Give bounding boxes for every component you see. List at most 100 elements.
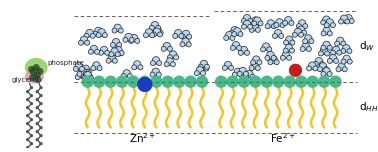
Circle shape: [313, 66, 318, 71]
Circle shape: [157, 61, 162, 66]
Circle shape: [80, 36, 88, 44]
Circle shape: [215, 76, 227, 88]
Circle shape: [238, 50, 243, 55]
Circle shape: [27, 139, 29, 141]
Circle shape: [239, 67, 246, 75]
Circle shape: [307, 47, 311, 52]
Circle shape: [298, 20, 306, 27]
Circle shape: [35, 77, 41, 83]
Circle shape: [274, 23, 279, 28]
Circle shape: [99, 31, 104, 36]
Circle shape: [129, 37, 134, 42]
Circle shape: [109, 52, 114, 57]
Circle shape: [284, 40, 289, 45]
Circle shape: [342, 67, 347, 72]
Circle shape: [327, 45, 332, 50]
Circle shape: [200, 60, 208, 68]
Circle shape: [296, 24, 301, 29]
Circle shape: [29, 75, 36, 81]
Circle shape: [245, 50, 249, 55]
Circle shape: [145, 29, 153, 36]
Circle shape: [226, 31, 233, 39]
Circle shape: [77, 71, 85, 78]
Circle shape: [117, 42, 122, 47]
Circle shape: [204, 64, 209, 69]
Circle shape: [326, 19, 334, 26]
Circle shape: [194, 71, 199, 76]
Circle shape: [246, 70, 253, 78]
Circle shape: [280, 23, 285, 28]
Circle shape: [267, 51, 274, 59]
Circle shape: [84, 33, 89, 38]
Circle shape: [338, 63, 345, 70]
Circle shape: [85, 40, 90, 45]
Circle shape: [150, 61, 155, 66]
Circle shape: [231, 26, 239, 34]
Circle shape: [267, 47, 272, 52]
Circle shape: [179, 33, 184, 38]
Circle shape: [27, 91, 29, 93]
Circle shape: [232, 41, 240, 49]
Circle shape: [158, 32, 163, 37]
Circle shape: [289, 21, 294, 26]
Circle shape: [343, 19, 348, 24]
Circle shape: [302, 42, 310, 50]
Circle shape: [305, 35, 312, 42]
Circle shape: [324, 67, 328, 72]
Circle shape: [307, 76, 319, 88]
Circle shape: [143, 33, 149, 38]
Circle shape: [204, 66, 209, 71]
Circle shape: [77, 71, 82, 76]
Circle shape: [320, 47, 328, 55]
Circle shape: [297, 26, 305, 34]
Circle shape: [40, 151, 42, 152]
Circle shape: [31, 103, 33, 105]
Circle shape: [248, 24, 253, 29]
Circle shape: [115, 52, 120, 57]
Circle shape: [222, 65, 228, 70]
Circle shape: [226, 76, 239, 88]
Circle shape: [173, 33, 178, 38]
Circle shape: [339, 19, 344, 24]
Circle shape: [182, 38, 189, 45]
Circle shape: [198, 66, 203, 71]
Circle shape: [280, 55, 285, 60]
Circle shape: [285, 36, 293, 43]
Circle shape: [40, 103, 42, 105]
Circle shape: [138, 77, 152, 92]
Circle shape: [251, 23, 259, 31]
Circle shape: [238, 32, 243, 37]
Circle shape: [224, 61, 232, 69]
Circle shape: [294, 28, 302, 36]
Circle shape: [238, 76, 250, 88]
Circle shape: [31, 111, 33, 113]
Text: d$_W$: d$_W$: [359, 40, 375, 53]
Circle shape: [102, 33, 107, 38]
Circle shape: [289, 64, 302, 76]
Circle shape: [40, 111, 42, 113]
Circle shape: [240, 46, 248, 54]
Circle shape: [94, 27, 102, 35]
Circle shape: [331, 50, 336, 55]
Circle shape: [343, 55, 350, 63]
Circle shape: [230, 45, 235, 50]
Circle shape: [201, 71, 206, 76]
Circle shape: [274, 29, 282, 37]
Circle shape: [150, 72, 155, 77]
Circle shape: [173, 76, 185, 88]
Circle shape: [93, 76, 105, 88]
Circle shape: [36, 147, 38, 149]
Circle shape: [336, 67, 341, 72]
Circle shape: [152, 57, 160, 64]
Circle shape: [323, 27, 330, 35]
Circle shape: [152, 68, 160, 76]
Circle shape: [330, 23, 335, 28]
Circle shape: [36, 123, 38, 125]
Circle shape: [307, 66, 311, 71]
Circle shape: [123, 37, 128, 42]
Circle shape: [254, 17, 261, 24]
Circle shape: [78, 40, 84, 45]
Circle shape: [313, 62, 318, 67]
Circle shape: [232, 72, 237, 77]
Circle shape: [153, 28, 161, 35]
